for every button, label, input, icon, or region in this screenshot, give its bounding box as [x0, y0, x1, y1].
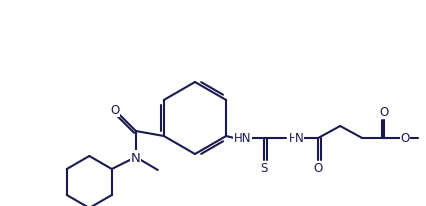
Text: S: S: [260, 162, 267, 175]
Text: HN: HN: [233, 132, 250, 145]
Text: O: O: [379, 106, 388, 119]
Text: H: H: [288, 131, 297, 144]
Text: O: O: [313, 162, 322, 175]
Text: N: N: [294, 131, 303, 144]
Text: O: O: [400, 132, 409, 145]
Text: N: N: [131, 151, 141, 164]
Text: O: O: [110, 104, 119, 117]
